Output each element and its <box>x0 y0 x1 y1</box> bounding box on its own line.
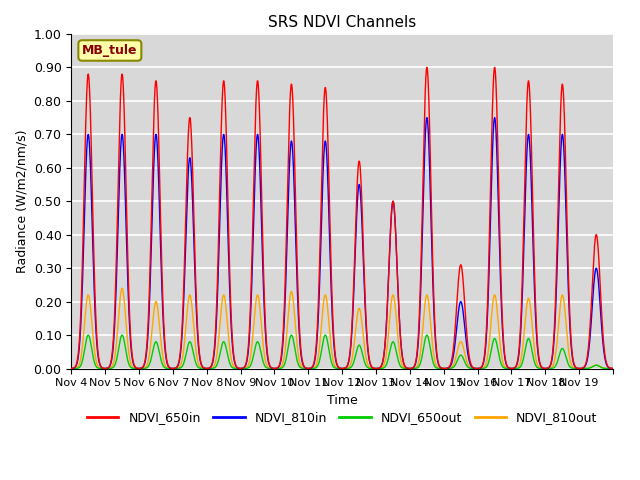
X-axis label: Time: Time <box>327 394 358 407</box>
Y-axis label: Radiance (W/m2/nm/s): Radiance (W/m2/nm/s) <box>15 130 28 273</box>
Title: SRS NDVI Channels: SRS NDVI Channels <box>268 15 416 30</box>
Legend: NDVI_650in, NDVI_810in, NDVI_650out, NDVI_810out: NDVI_650in, NDVI_810in, NDVI_650out, NDV… <box>82 406 602 429</box>
Text: MB_tule: MB_tule <box>82 44 138 57</box>
